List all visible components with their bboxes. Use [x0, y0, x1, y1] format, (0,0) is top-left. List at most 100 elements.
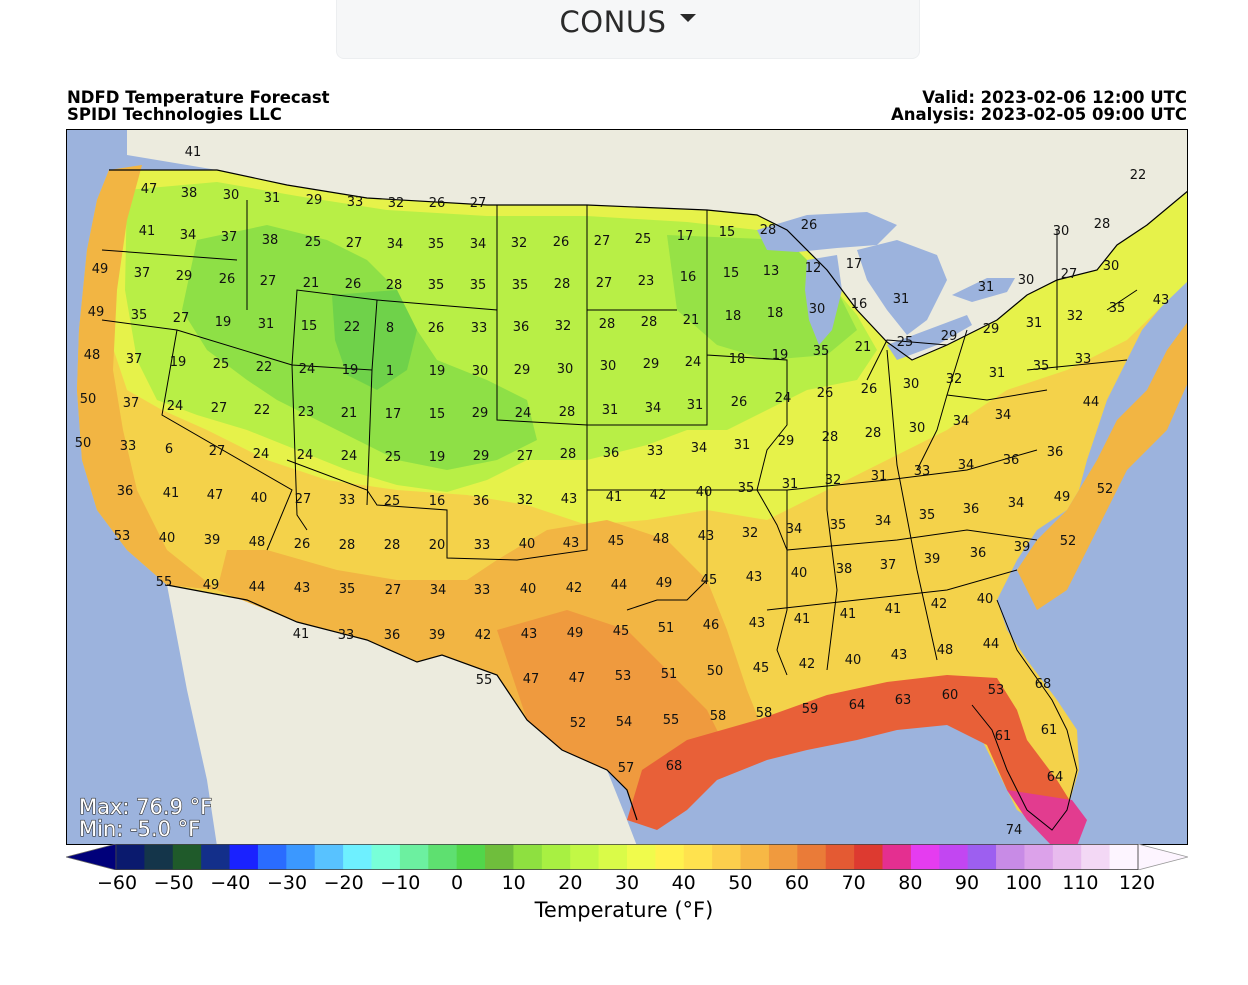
map-value-label: 27 — [211, 401, 228, 416]
map-value-label: 36 — [963, 502, 980, 517]
map-value-label: 40 — [977, 592, 994, 607]
colorbar-cell — [910, 844, 940, 870]
map-value-label: 43 — [561, 492, 578, 507]
colorbar-tick-label: 80 — [898, 872, 923, 894]
map-value-label: 49 — [567, 626, 584, 641]
map-value-label: 44 — [249, 580, 266, 595]
map-value-label: 26 — [731, 395, 748, 410]
colorbar-tick-label: 70 — [841, 872, 866, 894]
map-value-label: 35 — [830, 518, 847, 533]
map-value-label: 29 — [778, 434, 795, 449]
map-value-label: 24 — [685, 355, 702, 370]
colorbar-tick-label: 60 — [784, 872, 810, 894]
map-value-label: 40 — [251, 491, 268, 506]
lake-ontario — [952, 278, 1015, 302]
colorbar-cell — [740, 844, 770, 870]
map-value-label: 30 — [1103, 259, 1120, 274]
map-value-label: 27 — [596, 276, 613, 291]
colorbar-over-arrow — [1137, 844, 1188, 870]
map-value-label: 30 — [1053, 224, 1070, 239]
map-value-label: 31 — [782, 477, 799, 492]
map-value-label: 36 — [117, 484, 134, 499]
map-value-label: 29 — [176, 269, 193, 284]
map-value-label: 45 — [701, 573, 718, 588]
map-value-label: 44 — [983, 637, 1000, 652]
map-value-label: 29 — [941, 329, 958, 344]
map-value-label: 27 — [470, 196, 487, 211]
colorbar-cell — [172, 844, 202, 870]
map-value-label: 27 — [594, 234, 611, 249]
map-value-label: 20 — [429, 538, 446, 553]
map-value-label: 49 — [88, 305, 105, 320]
map-value-label: 27 — [1061, 267, 1078, 282]
map-value-label: 26 — [345, 277, 362, 292]
map-value-label: 45 — [608, 534, 625, 549]
map-value-label: 39 — [1014, 540, 1031, 555]
map-value-label: 34 — [180, 228, 197, 243]
map-value-label: 16 — [851, 297, 868, 312]
map-value-label: 36 — [970, 546, 987, 561]
map-value-label: 24 — [299, 362, 316, 377]
colorbar-cell — [343, 844, 373, 870]
map-value-label: 35 — [470, 278, 487, 293]
colorbar-tick-label: 0 — [450, 872, 464, 894]
colorbar-cell — [371, 844, 401, 870]
map-value-label: 29 — [473, 449, 490, 464]
colorbar-tick-label: −20 — [323, 872, 364, 894]
map-value-label: 45 — [613, 624, 630, 639]
map-value-label: 34 — [875, 514, 892, 529]
map-value-label: 23 — [298, 405, 315, 420]
map-value-label: 30 — [909, 421, 926, 436]
colorbar-tick-label: −50 — [153, 872, 194, 894]
map-value-label: 28 — [1094, 217, 1111, 232]
colorbar-cell — [286, 844, 316, 870]
map-value-label: 27 — [346, 236, 363, 251]
map-value-label: 34 — [953, 414, 970, 429]
map-value-label: 29 — [983, 322, 1000, 337]
map-value-label: 51 — [661, 667, 678, 682]
map-value-label: 30 — [472, 364, 489, 379]
mexico-land — [167, 585, 637, 844]
lake-superior — [757, 212, 897, 252]
map-value-label: 16 — [429, 494, 446, 509]
colorbar — [66, 844, 1188, 870]
colorbar-cell — [797, 844, 827, 870]
map-value-label: 21 — [855, 340, 872, 355]
map-value-label: 26 — [817, 386, 834, 401]
map-value-label: 26 — [219, 272, 236, 287]
colorbar-cell — [1052, 844, 1082, 870]
colorbar-cell — [882, 844, 912, 870]
map-value-label: 74 — [1006, 823, 1023, 838]
map-value-label: 47 — [523, 672, 540, 687]
map-value-label: 21 — [341, 406, 358, 421]
map-value-label: 35 — [919, 508, 936, 523]
colorbar-tick-label: 40 — [671, 872, 696, 894]
region-selector[interactable]: CONUS — [336, 0, 920, 59]
map-value-label: 23 — [638, 274, 655, 289]
map-value-labels: 41 47 38 30 31 29 33 32 26 27 41 34 37 38 25 27 34 35 34 32… — [75, 145, 1170, 838]
map-value-label: 33 — [914, 464, 931, 479]
map-value-label: 41 — [885, 602, 902, 617]
map-value-label: 27 — [260, 274, 277, 289]
map-value-label: 55 — [156, 575, 173, 590]
colorbar-cell — [996, 844, 1026, 870]
map-value-label: 27 — [517, 449, 534, 464]
map-value-label: 43 — [746, 570, 763, 585]
map-value-label: 34 — [958, 458, 975, 473]
map-value-label: 33 — [120, 439, 137, 454]
map-value-label: 29 — [306, 193, 323, 208]
map-value-label: 37 — [123, 396, 140, 411]
chart-title: NDFD Temperature Forecast — [67, 88, 330, 107]
colorbar-tick-label: −30 — [266, 872, 308, 894]
map-value-label: 19 — [170, 355, 187, 370]
map-value-label: 38 — [836, 562, 853, 577]
colorbar-tick-label: −40 — [210, 872, 251, 894]
map-value-label: 31 — [687, 398, 704, 413]
map-value-label: 43 — [563, 536, 580, 551]
chevron-down-icon[interactable] — [680, 14, 697, 22]
map-value-label: 32 — [1067, 309, 1084, 324]
map-value-label: 41 — [794, 612, 811, 627]
map-value-label: 6 — [165, 442, 173, 457]
map-value-label: 30 — [1018, 273, 1035, 288]
map-value-label: 44 — [1083, 395, 1100, 410]
